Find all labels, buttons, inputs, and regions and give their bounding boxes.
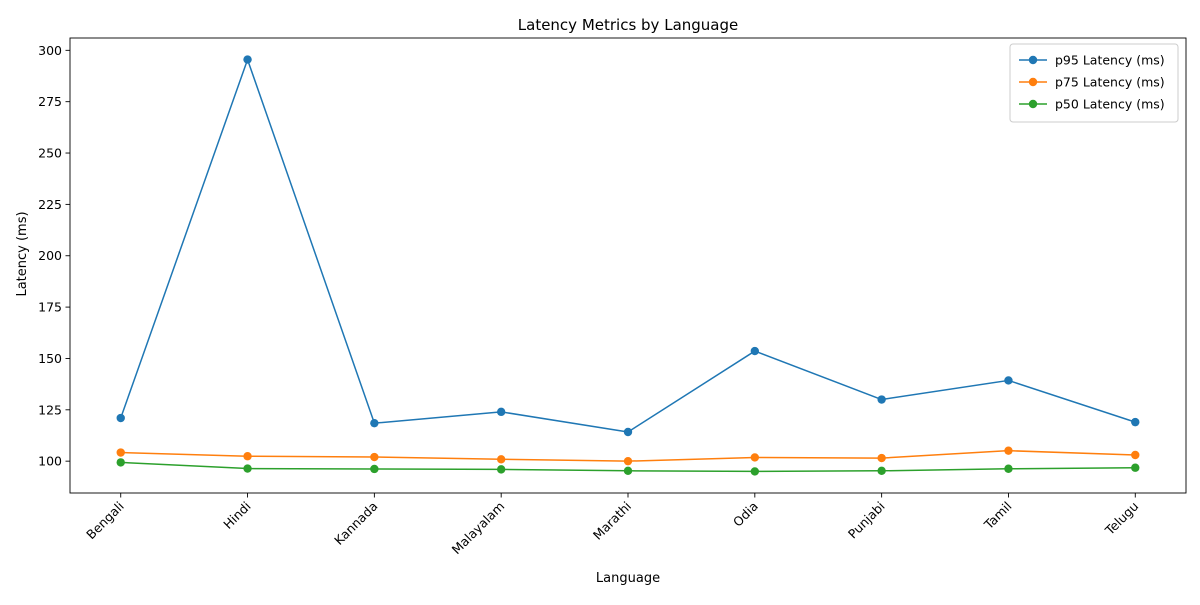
data-point-series-3-odia bbox=[750, 467, 760, 476]
data-point-series-3-punjabi bbox=[877, 466, 886, 476]
legend-marker-1 bbox=[1028, 55, 1038, 65]
data-point-series-3-tamil bbox=[1004, 464, 1013, 473]
data-point-series-2-malayalam bbox=[496, 455, 506, 464]
series-line-1 bbox=[120, 58, 1136, 433]
y-axis-ticks: 100 125 150 175 200 225 250 275 300 bbox=[38, 43, 70, 469]
x-tick-label-kannada: Kannada bbox=[331, 499, 380, 548]
data-point-series-2-telugu bbox=[1131, 450, 1140, 460]
legend-label-2: p75 Latency (ms) bbox=[1055, 75, 1165, 90]
x-tick-label-odia: Odia bbox=[730, 499, 761, 530]
data-point-series-2-punjabi bbox=[877, 453, 886, 463]
data-point-series-1-hindi bbox=[243, 55, 252, 64]
legend: p95 Latency (ms) p75 Latency (ms) p50 Late… bbox=[1009, 43, 1179, 123]
data-point-series-3-telugu bbox=[1131, 463, 1140, 472]
data-point-series-2-marathi bbox=[623, 456, 633, 466]
legend-label-1: p95 Latency (ms) bbox=[1055, 53, 1165, 68]
data-point-series-3-marathi bbox=[623, 466, 633, 476]
data-point-series-2-kannada bbox=[370, 452, 379, 462]
data-point-series-2-tamil bbox=[1004, 446, 1013, 455]
y-tick-label: 200 bbox=[38, 248, 62, 263]
legend-label-3: p50 Latency (ms) bbox=[1055, 97, 1165, 112]
y-tick-label: 150 bbox=[38, 351, 62, 366]
x-tick-label-punjabi: Punjabi bbox=[845, 499, 888, 542]
data-point-series-2-hindi bbox=[243, 452, 252, 461]
y-tick-label: 125 bbox=[38, 402, 62, 417]
y-tick-label: 275 bbox=[38, 94, 62, 109]
x-tick-label-telugu: Telugu bbox=[1101, 499, 1141, 539]
y-tick-label: 300 bbox=[38, 43, 62, 58]
y-tick-label: 250 bbox=[38, 146, 62, 161]
legend-box bbox=[1009, 43, 1179, 123]
data-point-series-1-punjabi bbox=[877, 395, 886, 404]
chart-title: Latency Metrics by Language bbox=[518, 16, 738, 34]
data-point-series-1-kannada bbox=[370, 418, 379, 428]
x-tick-label-bengali: Bengali bbox=[83, 499, 127, 543]
x-tick-label-hindi: Hindi bbox=[220, 499, 253, 532]
data-point-series-1-marathi bbox=[623, 427, 633, 437]
data-point-series-3-hindi bbox=[243, 464, 252, 473]
y-tick-label: 100 bbox=[38, 454, 62, 469]
y-tick-label: 175 bbox=[38, 300, 62, 315]
data-point-series-3-kannada bbox=[370, 464, 379, 474]
plot-area bbox=[69, 37, 1187, 494]
data-point-series-1-bengali bbox=[116, 413, 125, 423]
data-point-series-1-tamil bbox=[1004, 376, 1013, 385]
y-axis-title: Latency (ms) bbox=[15, 211, 30, 296]
data-point-series-2-bengali bbox=[116, 448, 125, 457]
data-point-series-3-malayalam bbox=[496, 465, 506, 474]
x-axis-title: Language bbox=[596, 571, 660, 586]
x-tick-label-tamil: Tamil bbox=[980, 499, 1014, 533]
x-tick-label-malayalam: Malayalam bbox=[449, 499, 508, 558]
data-point-series-1-odia bbox=[750, 346, 760, 356]
x-axis-ticks: Bengali Hindi Kannada Malayalam Marathi Odia P… bbox=[83, 493, 1141, 557]
data-point-series-2-odia bbox=[750, 453, 760, 462]
data-point-series-3-bengali bbox=[116, 458, 125, 467]
data-point-series-1-malayalam bbox=[496, 407, 506, 417]
x-tick-label-marathi: Marathi bbox=[590, 499, 634, 543]
data-point-series-1-telugu bbox=[1131, 417, 1140, 427]
legend-marker-2 bbox=[1028, 77, 1038, 87]
y-tick-label: 225 bbox=[38, 197, 62, 212]
legend-marker-3 bbox=[1028, 99, 1038, 109]
